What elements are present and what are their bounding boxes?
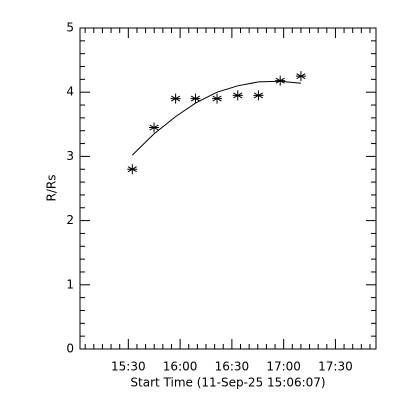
data-point (295, 71, 306, 82)
y-tick-label: 3 (66, 149, 74, 163)
y-axis-label: R/Rs (45, 175, 59, 202)
data-point (149, 122, 160, 133)
x-tick-label: 16:00 (163, 360, 198, 374)
data-point (253, 90, 264, 101)
x-tick-label: 17:00 (266, 360, 301, 374)
x-tick-label: 16:30 (215, 360, 250, 374)
y-tick-label: 2 (66, 213, 74, 227)
data-point (190, 93, 201, 104)
data-point (232, 90, 243, 101)
y-tick-label: 5 (66, 21, 74, 35)
data-point (275, 75, 286, 86)
fit-line (131, 80, 301, 156)
plot-frame (79, 27, 377, 350)
x-tick-label: 17:30 (318, 360, 353, 374)
x-tick-label: 15:30 (111, 360, 146, 374)
x-axis-label: Start Time (11-Sep-25 15:06:07) (130, 376, 325, 390)
y-tick-label: 4 (66, 85, 74, 99)
y-tick-label: 1 (66, 277, 74, 291)
data-point (212, 93, 223, 104)
data-point (127, 164, 138, 175)
y-tick-label: 0 (66, 342, 74, 356)
data-point (170, 93, 181, 104)
